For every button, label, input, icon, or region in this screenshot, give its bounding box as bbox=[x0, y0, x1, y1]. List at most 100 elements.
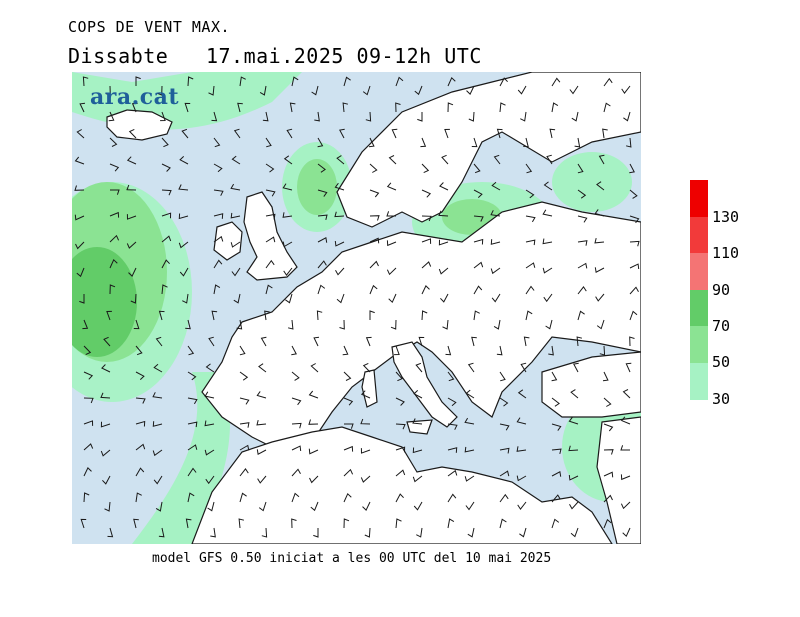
wind-barb bbox=[525, 310, 533, 321]
wind-barb bbox=[447, 397, 457, 407]
wind-barb bbox=[496, 345, 503, 356]
legend-bin-70-90 bbox=[690, 290, 708, 326]
wind-barb bbox=[287, 319, 294, 330]
wind-barb bbox=[496, 128, 503, 139]
wind-barb bbox=[416, 527, 423, 538]
wind-barb bbox=[210, 527, 216, 538]
wind-barb bbox=[135, 467, 145, 477]
wind-barb bbox=[545, 319, 553, 330]
wind-barb bbox=[308, 419, 319, 425]
legend-label-50: 50 bbox=[712, 353, 731, 371]
wind-barb bbox=[213, 235, 224, 243]
wind-barb bbox=[499, 518, 507, 529]
wind-barb bbox=[490, 210, 501, 217]
wind-barb bbox=[622, 389, 631, 399]
wind-barb bbox=[153, 363, 163, 373]
wind-barb bbox=[499, 397, 509, 407]
wind-barb bbox=[525, 163, 533, 174]
legend-bin-30-50 bbox=[690, 363, 708, 400]
wind-barb bbox=[386, 182, 397, 191]
wind-barb bbox=[238, 518, 245, 529]
wind-barb bbox=[594, 209, 605, 217]
wind-barb bbox=[438, 267, 449, 275]
wind-barb bbox=[543, 293, 553, 303]
wind-barb bbox=[334, 182, 345, 191]
wind-barb bbox=[421, 310, 428, 321]
wind-barb bbox=[629, 163, 635, 174]
wind-barb bbox=[438, 239, 449, 246]
wind-barb bbox=[239, 492, 247, 503]
wind-barb bbox=[79, 294, 85, 304]
wind-barb bbox=[412, 418, 423, 425]
wind-barb bbox=[576, 336, 583, 347]
wind-barb bbox=[108, 111, 115, 122]
legend-label-90: 90 bbox=[712, 281, 731, 299]
wind-barb bbox=[291, 345, 297, 356]
wind-barb bbox=[525, 215, 536, 223]
wind-barb bbox=[211, 111, 218, 122]
wind-barb bbox=[105, 85, 111, 96]
wind-barb bbox=[178, 241, 189, 249]
wind-barb bbox=[109, 258, 118, 269]
wind-barb bbox=[100, 392, 111, 399]
wind-barb bbox=[104, 501, 111, 512]
wind-barb bbox=[625, 362, 632, 373]
wind-barb bbox=[364, 527, 371, 538]
wind-barb bbox=[213, 189, 224, 196]
wind-barb bbox=[335, 267, 345, 276]
wind-barb bbox=[395, 493, 404, 503]
wind-barb bbox=[621, 85, 631, 94]
wind-barb bbox=[291, 397, 302, 406]
wind-barb bbox=[336, 293, 345, 304]
wind-barb bbox=[187, 467, 197, 477]
wind-barb bbox=[551, 518, 560, 529]
wind-barb bbox=[343, 397, 354, 406]
wind-barb bbox=[239, 468, 249, 477]
wind-barb bbox=[386, 240, 397, 247]
wind-barb bbox=[256, 391, 267, 399]
wind-barb bbox=[388, 293, 397, 304]
wind-barb bbox=[291, 468, 301, 477]
wind-barb bbox=[517, 389, 527, 399]
wind-barb bbox=[153, 475, 163, 485]
wind-barb bbox=[447, 76, 456, 87]
wind-barb bbox=[519, 527, 527, 538]
wind-barb bbox=[471, 137, 478, 148]
wind-barb bbox=[291, 492, 300, 503]
wind-barb bbox=[213, 163, 223, 173]
wind-barb bbox=[594, 237, 605, 244]
wind-barb bbox=[310, 363, 319, 373]
wind-barb bbox=[620, 416, 631, 425]
wind-barb bbox=[158, 527, 165, 538]
wind-barb bbox=[231, 155, 241, 165]
wind-barb bbox=[602, 128, 608, 139]
wind-barb bbox=[283, 155, 293, 165]
wind-barb bbox=[161, 163, 171, 172]
wind-barb bbox=[260, 336, 267, 347]
wind-barb bbox=[135, 492, 142, 503]
legend-bin-110-130 bbox=[690, 217, 708, 253]
wind-barb bbox=[362, 85, 371, 96]
wind-barb bbox=[395, 518, 402, 529]
wind-barb bbox=[386, 267, 397, 276]
wind-barb bbox=[265, 137, 272, 148]
wind-barb bbox=[182, 293, 189, 304]
wind-barb bbox=[258, 501, 267, 512]
wind-barb bbox=[386, 211, 396, 217]
wind-barb bbox=[343, 492, 352, 503]
wind-barb bbox=[135, 443, 146, 451]
wind-barb bbox=[369, 284, 378, 295]
wind-barb bbox=[74, 214, 85, 221]
wind-barb bbox=[525, 189, 535, 199]
wind-barb bbox=[265, 213, 276, 220]
wind-barb bbox=[79, 102, 86, 113]
wind-barb bbox=[291, 76, 299, 87]
wind-barb bbox=[568, 445, 579, 452]
wind-barb bbox=[491, 293, 501, 303]
wind-barb bbox=[603, 518, 612, 529]
gust-color-legend bbox=[690, 180, 708, 400]
wind-barb bbox=[577, 163, 584, 174]
wind-barb bbox=[230, 183, 241, 191]
wind-barb bbox=[516, 446, 527, 452]
wind-barb bbox=[317, 189, 328, 197]
